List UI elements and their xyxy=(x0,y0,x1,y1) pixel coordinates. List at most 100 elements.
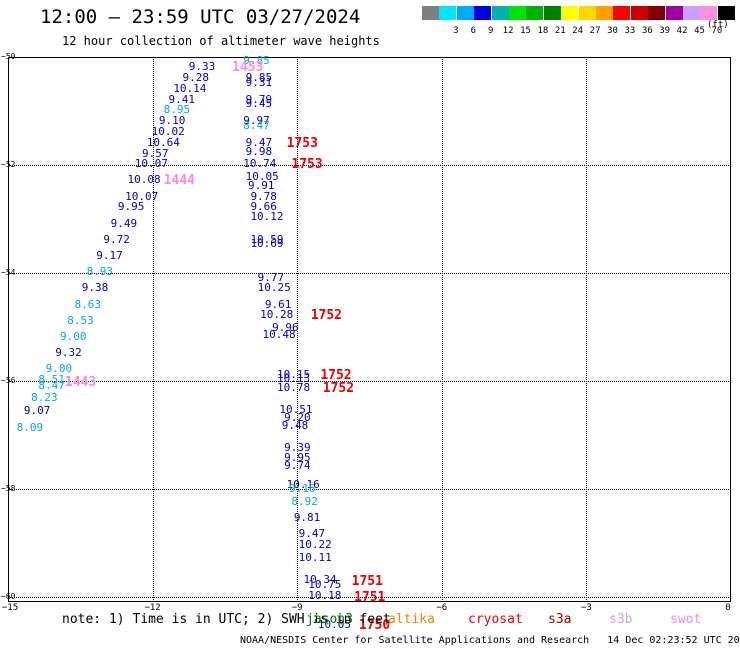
legend-label: 33 xyxy=(624,26,636,36)
latitude-gridline xyxy=(8,596,731,598)
wave-height-label: 9.38 xyxy=(81,281,109,295)
legend-label: 70 xyxy=(711,26,723,36)
legend-label: 15 xyxy=(520,26,531,36)
legend-swatch xyxy=(491,6,509,20)
latitude-tick-label: −58 xyxy=(1,483,16,493)
wave-height-label: 8.23 xyxy=(31,390,58,404)
wave-height-label: 10.74 xyxy=(243,157,277,171)
legend-swatch xyxy=(543,6,561,20)
legend-label: 42 xyxy=(676,26,688,36)
wave-height-label: 8.51 xyxy=(38,373,65,387)
legend-label: 30 xyxy=(607,26,618,36)
pass-time-label: 1752 xyxy=(322,381,355,397)
wave-height-label: 9.85 xyxy=(245,70,273,84)
page-title: 12:00 — 23:59 UTC 03/27/2024 xyxy=(40,6,361,28)
legend-label: 27 xyxy=(589,26,601,36)
wave-height-label: 10.08 xyxy=(127,173,161,187)
wave-height-label: 9.47 xyxy=(298,526,326,540)
wave-height-label: 9.07 xyxy=(23,404,51,418)
wave-height-label: 9.47 xyxy=(245,135,273,149)
wave-height-label: 9.41 xyxy=(168,92,196,106)
satellite-legend-item: s3a xyxy=(548,612,572,627)
pass-time-label: 1751 xyxy=(354,589,386,605)
legend-swatch xyxy=(561,6,579,20)
wave-height-label: 9.95 xyxy=(117,200,145,214)
pass-time-label: 1751 xyxy=(351,574,383,590)
footer-note: note: 1) Time is in UTC; 2) SWH is in fe… xyxy=(62,612,391,627)
wave-height-label: 9.72 xyxy=(103,232,130,246)
wave-height-label: 9.79 xyxy=(245,92,273,106)
wave-height-label: 10.25 xyxy=(257,281,291,295)
longitude-tick-label: −12 xyxy=(144,603,161,613)
satellite-legend-item: altika xyxy=(388,612,435,627)
wave-height-label: 10.28 xyxy=(260,308,294,322)
pass-time-label: 1753 xyxy=(291,157,323,173)
legend-swatch xyxy=(526,6,544,20)
latitude-gridline xyxy=(8,488,731,490)
latitude-tick-label: −50 xyxy=(1,52,16,61)
wave-height-label: 9.32 xyxy=(55,346,82,360)
wave-height-label: 10.11 xyxy=(298,551,332,565)
wave-height-label: 10.64 xyxy=(146,135,180,149)
wave-height-label: 10.75 xyxy=(308,578,342,592)
legend-swatch xyxy=(683,6,700,20)
legend-label: 45 xyxy=(694,26,705,36)
wave-height-label: 8.95 xyxy=(163,102,191,116)
wave-height-label: 9.28 xyxy=(182,70,209,84)
wave-height-label: 10.59 xyxy=(250,232,284,246)
latitude-tick-label: −52 xyxy=(1,159,16,169)
wave-height-label: 10.48 xyxy=(262,327,296,341)
pass-time-label: 1752 xyxy=(310,308,342,324)
wave-height-label: 9.91 xyxy=(248,178,275,192)
wave-height-label: 9.96 xyxy=(272,320,299,334)
legend-swatch xyxy=(648,6,666,20)
pass-time-label: 1753 xyxy=(286,135,318,151)
wave-height-label: 9.48 xyxy=(281,419,309,432)
wave-height-label: 8.53 xyxy=(67,313,94,327)
longitude-gridline xyxy=(586,57,588,602)
wave-height-label: 9.00 xyxy=(60,329,87,343)
pass-time-label: 1453 xyxy=(232,60,264,76)
wave-height-label: 10.15 xyxy=(276,367,311,381)
wave-height-label: 9.00 xyxy=(45,362,73,376)
legend-swatch xyxy=(439,6,457,20)
wave-height-label: 10.02 xyxy=(151,124,185,138)
wave-height-label: 8.63 xyxy=(74,297,102,311)
wave-height-label: 9.33 xyxy=(188,60,216,74)
wave-height-label: 9.97 xyxy=(243,114,270,128)
wave-height-label: 9.77 xyxy=(257,270,285,284)
satellite-legend-item: swot xyxy=(670,612,702,627)
legend-swatch xyxy=(596,6,613,20)
satellite-legend-item: jason3 xyxy=(306,612,353,627)
pass-time-label: 1752 xyxy=(320,367,352,383)
legend-label: 18 xyxy=(537,26,549,36)
pass-time-label: 1750 xyxy=(358,617,391,633)
longitude-tick-label: −6 xyxy=(436,603,448,613)
wave-height-label: 9.66 xyxy=(250,200,277,214)
legend-swatch xyxy=(665,6,683,20)
wave-height-label: 8.47 xyxy=(38,378,65,392)
legend-label: 6 xyxy=(470,26,476,36)
legend-swatch xyxy=(700,6,718,20)
wave-height-label: 9.45 xyxy=(245,97,273,111)
wave-height-label: 10.51 xyxy=(279,402,313,416)
wave-height-label: 10.22 xyxy=(298,537,332,551)
wave-height-label: 9.16 xyxy=(289,482,316,496)
wave-height-label: 9.39 xyxy=(284,440,311,454)
wave-height-label: 9.78 xyxy=(250,189,277,203)
legend-units: (ft) xyxy=(707,20,729,30)
wave-height-label: 9.61 xyxy=(264,297,292,311)
map-frame xyxy=(8,57,731,602)
pass-time-label: 1444 xyxy=(163,173,195,189)
satellite-legend-item: s3b xyxy=(609,612,633,627)
legend-swatch xyxy=(578,6,596,20)
wave-height-label: 10.18 xyxy=(308,588,342,602)
satellite-legend-item: cryosat xyxy=(468,612,523,627)
legend-swatch xyxy=(422,6,439,20)
longitude-tick-label: 0 xyxy=(725,603,731,613)
wave-height-label: 9.81 xyxy=(293,510,321,524)
legend-swatch xyxy=(456,6,474,20)
wave-height-label: 8.09 xyxy=(16,420,44,434)
legend-label: 21 xyxy=(554,26,566,36)
